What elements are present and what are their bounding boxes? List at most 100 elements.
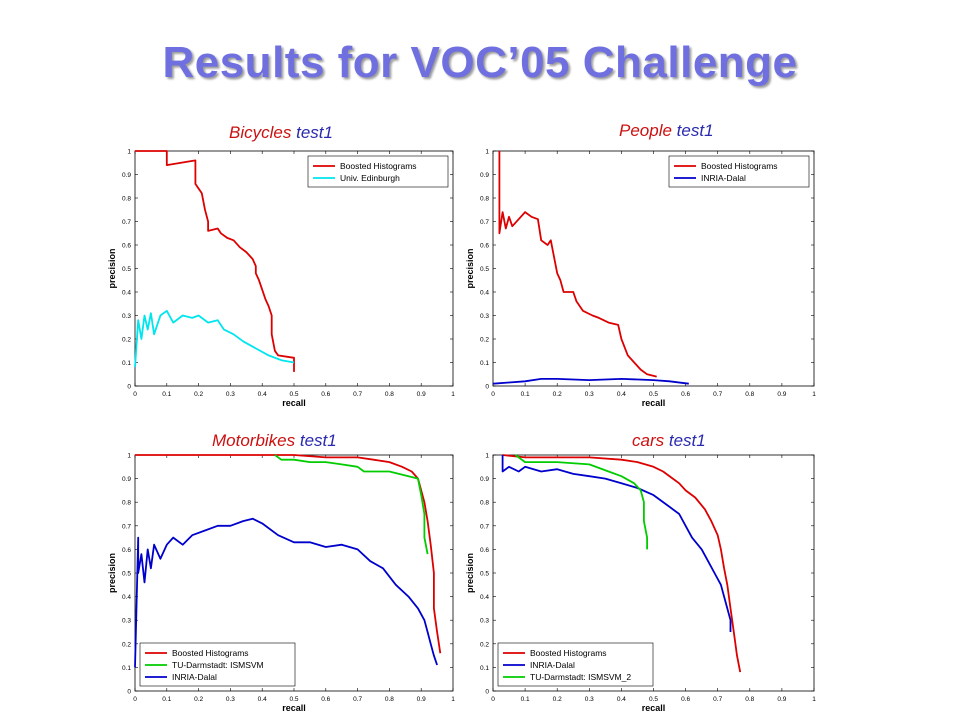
x-axis-label: recall	[282, 703, 306, 713]
y-tick-label: 1	[485, 149, 489, 156]
y-tick-label: 0.1	[122, 360, 131, 367]
y-tick-label: 0.5	[122, 571, 131, 578]
y-tick-label: 0.2	[122, 337, 131, 344]
x-tick-label: 0.8	[385, 696, 394, 703]
y-tick-label: 0	[127, 689, 131, 696]
x-tick-label: 0.6	[321, 696, 330, 703]
legend-entry: INRIA-Dalal	[172, 672, 217, 682]
x-tick-label: 0.8	[745, 391, 754, 398]
x-tick-label: 0.2	[553, 391, 562, 398]
x-tick-label: 0.5	[649, 696, 658, 703]
x-tick-label: 0.5	[289, 391, 298, 398]
legend-entry: INRIA-Dalal	[701, 173, 746, 183]
y-tick-label: 1	[127, 453, 131, 460]
series-line	[498, 151, 657, 378]
test-label: test1	[299, 431, 337, 450]
y-tick-label: 0.3	[122, 618, 131, 625]
chart-motorbikes: 0 0.1 0.2 0.3 0.4 0.5 0.6 0.7 0.8 0.9 1 0 0.1 0.2 0.3 0…	[107, 453, 455, 714]
chart-cars: 0 0.1 0.2 0.3 0.4 0.5 0.6 0.7 0.8 0.9 1 0 0.1 0.2 0.3 0…	[465, 453, 816, 714]
series-line	[501, 455, 732, 632]
y-tick-label: 0.1	[480, 665, 489, 672]
x-tick-label: 0.3	[585, 696, 594, 703]
y-tick-label: 0.6	[480, 547, 489, 554]
x-tick-label: 0.2	[194, 696, 203, 703]
x-tick-label: 0.1	[521, 696, 530, 703]
x-tick-label: 1	[451, 696, 455, 703]
y-tick-label: 1	[127, 149, 131, 156]
x-tick-label: 0.9	[417, 391, 426, 398]
x-tick-label: 0	[133, 391, 137, 398]
test-label: test1	[296, 123, 333, 142]
y-tick-label: 0.7	[122, 219, 131, 226]
x-tick-label: 0.9	[777, 696, 786, 703]
x-tick-label: 0.8	[745, 696, 754, 703]
x-axis-label: recall	[642, 703, 666, 713]
y-axis-label: precision	[107, 248, 117, 288]
panel-title-bicycles: Bicycles test1	[229, 123, 333, 143]
x-tick-label: 0.9	[417, 696, 426, 703]
x-tick-label: 1	[812, 696, 816, 703]
y-tick-label: 0.1	[122, 665, 131, 672]
x-tick-label: 0.4	[258, 696, 267, 703]
series-line	[134, 309, 295, 368]
y-tick-label: 0	[127, 384, 131, 391]
chart-people: 0 0.1 0.2 0.3 0.4 0.5 0.6 0.7 0.8 0.9 1 0 0.1 0.2 0.3 0…	[465, 149, 816, 409]
series-line	[514, 454, 648, 550]
y-tick-label: 0.1	[480, 360, 489, 367]
y-tick-label: 0.2	[122, 641, 131, 648]
y-tick-label: 0.2	[480, 337, 489, 344]
legend-entry: Boosted Histograms	[701, 161, 778, 171]
x-tick-label: 0.1	[521, 391, 530, 398]
x-tick-label: 0.1	[162, 696, 171, 703]
y-tick-label: 0.9	[122, 172, 131, 179]
x-tick-label: 0	[491, 696, 495, 703]
x-axis-label: recall	[642, 398, 666, 408]
y-tick-label: 0.3	[480, 618, 489, 625]
category-label: Motorbikes	[212, 431, 296, 450]
x-tick-label: 0.5	[289, 696, 298, 703]
y-tick-label: 0.5	[480, 571, 489, 578]
x-tick-label: 1	[451, 391, 455, 398]
y-tick-label: 0.6	[122, 243, 131, 250]
x-tick-label: 0.6	[681, 696, 690, 703]
x-tick-label: 0.4	[617, 696, 626, 703]
series-line	[135, 150, 295, 372]
x-tick-label: 0.7	[353, 696, 362, 703]
series-line	[492, 378, 689, 385]
legend-entry: Boosted Histograms	[172, 648, 249, 658]
y-tick-label: 0.4	[480, 290, 489, 297]
x-tick-label: 0.7	[353, 391, 362, 398]
legend-entry: Boosted Histograms	[530, 648, 607, 658]
panel-title-motorbikes: Motorbikes test1	[212, 431, 337, 451]
x-tick-label: 0.5	[649, 391, 658, 398]
x-tick-label: 0.4	[617, 391, 626, 398]
y-axis-label: precision	[107, 553, 117, 593]
y-tick-label: 0.2	[480, 641, 489, 648]
legend-box	[668, 155, 810, 188]
y-tick-label: 0.5	[480, 266, 489, 273]
y-tick-label: 0.6	[122, 547, 131, 554]
legend-entry: INRIA-Dalal	[530, 660, 575, 670]
category-label: People	[619, 121, 672, 140]
y-tick-label: 0.4	[122, 594, 131, 601]
x-tick-label: 0.8	[385, 391, 394, 398]
x-tick-label: 0.2	[194, 391, 203, 398]
y-tick-label: 0.4	[480, 594, 489, 601]
y-axis-label: precision	[465, 248, 475, 288]
test-label: test1	[676, 121, 714, 140]
x-tick-label: 0.6	[681, 391, 690, 398]
legend: Boosted Histograms INRIA-Dalal	[668, 155, 810, 188]
y-tick-label: 1	[485, 453, 489, 460]
y-tick-label: 0.8	[480, 196, 489, 203]
x-tick-label: 0.3	[226, 696, 235, 703]
y-tick-label: 0.7	[122, 523, 131, 530]
series-line	[134, 517, 438, 668]
panel-title-people: People test1	[619, 121, 714, 141]
x-axis-label: recall	[282, 398, 306, 408]
y-tick-label: 0.5	[122, 266, 131, 273]
y-tick-label: 0.8	[122, 196, 131, 203]
panel-title-cars: cars test1	[632, 431, 706, 451]
x-tick-label: 0.4	[258, 391, 267, 398]
legend-entry: Univ. Edinburgh	[340, 173, 400, 183]
x-tick-label: 0.2	[553, 696, 562, 703]
